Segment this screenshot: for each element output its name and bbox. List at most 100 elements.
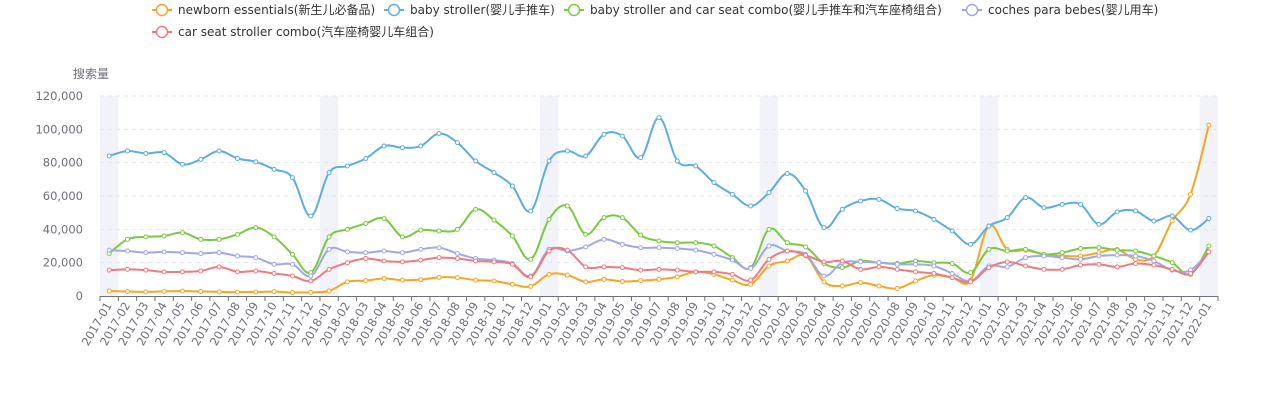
data-point[interactable] xyxy=(766,256,772,262)
data-point[interactable] xyxy=(363,278,369,284)
data-point[interactable] xyxy=(161,233,167,239)
data-point[interactable] xyxy=(253,289,259,295)
data-point[interactable] xyxy=(729,271,735,277)
data-point[interactable] xyxy=(1078,262,1084,268)
data-point[interactable] xyxy=(253,255,259,261)
data-point[interactable] xyxy=(161,288,167,294)
data-point[interactable] xyxy=(326,170,332,176)
data-point[interactable] xyxy=(1004,248,1010,254)
legend-item-newborn-essentials[interactable]: newborn essentials(新生儿必备品) xyxy=(152,2,375,17)
data-point[interactable] xyxy=(583,264,589,270)
data-point[interactable] xyxy=(289,175,295,181)
data-point[interactable] xyxy=(399,234,405,240)
data-point[interactable] xyxy=(784,240,790,246)
data-point[interactable] xyxy=(253,159,259,165)
data-point[interactable] xyxy=(656,115,662,121)
data-point[interactable] xyxy=(858,259,864,265)
data-point[interactable] xyxy=(1004,264,1010,270)
data-point[interactable] xyxy=(509,233,515,239)
data-point[interactable] xyxy=(234,156,240,161)
data-point[interactable] xyxy=(528,274,534,280)
data-point[interactable] xyxy=(949,261,955,266)
data-point[interactable] xyxy=(894,266,900,272)
data-point[interactable] xyxy=(638,245,644,251)
data-point[interactable] xyxy=(748,281,754,287)
data-point[interactable] xyxy=(583,244,589,250)
data-point[interactable] xyxy=(436,228,442,234)
data-point[interactable] xyxy=(418,257,424,263)
data-point[interactable] xyxy=(216,250,222,256)
data-point[interactable] xyxy=(619,133,625,139)
data-point[interactable] xyxy=(179,269,185,275)
data-point[interactable] xyxy=(363,156,369,161)
data-point[interactable] xyxy=(198,268,204,274)
data-point[interactable] xyxy=(803,188,809,194)
data-point[interactable] xyxy=(1096,253,1102,259)
data-point[interactable] xyxy=(821,273,827,279)
legend-item-baby-stroller-and-car-seat-combo[interactable]: baby stroller and car seat combo(婴儿手推车和汽… xyxy=(564,2,942,17)
data-point[interactable] xyxy=(931,216,937,222)
data-point[interactable] xyxy=(968,279,974,285)
data-point[interactable] xyxy=(418,277,424,283)
data-point[interactable] xyxy=(179,161,185,167)
data-point[interactable] xyxy=(454,256,460,261)
data-point[interactable] xyxy=(986,265,992,271)
data-point[interactable] xyxy=(399,259,405,265)
data-point[interactable] xyxy=(1114,252,1120,258)
data-point[interactable] xyxy=(436,245,442,251)
data-point[interactable] xyxy=(619,241,625,247)
data-point[interactable] xyxy=(271,289,277,295)
data-point[interactable] xyxy=(491,259,497,265)
data-point[interactable] xyxy=(1206,216,1212,221)
data-point[interactable] xyxy=(363,250,369,256)
data-point[interactable] xyxy=(381,258,387,264)
data-point[interactable] xyxy=(619,215,625,221)
legend-item-baby-stroller[interactable]: baby stroller(婴儿手推车) xyxy=(384,2,555,17)
data-point[interactable] xyxy=(1133,248,1139,254)
data-point[interactable] xyxy=(619,265,625,271)
data-point[interactable] xyxy=(583,153,589,159)
data-point[interactable] xyxy=(546,216,552,222)
data-point[interactable] xyxy=(326,266,332,272)
data-point[interactable] xyxy=(876,260,882,266)
data-point[interactable] xyxy=(693,163,699,169)
data-point[interactable] xyxy=(968,241,974,247)
data-point[interactable] xyxy=(308,289,314,295)
data-point[interactable] xyxy=(234,231,240,237)
data-point[interactable] xyxy=(1078,256,1084,262)
data-point[interactable] xyxy=(124,236,130,242)
data-point[interactable] xyxy=(729,191,735,197)
data-point[interactable] xyxy=(784,248,790,254)
data-point[interactable] xyxy=(1023,246,1029,252)
data-point[interactable] xyxy=(729,257,735,263)
data-point[interactable] xyxy=(858,266,864,272)
data-point[interactable] xyxy=(491,170,497,176)
data-point[interactable] xyxy=(1004,215,1010,221)
data-point[interactable] xyxy=(1169,260,1175,266)
data-point[interactable] xyxy=(1169,218,1175,224)
data-point[interactable] xyxy=(839,265,845,271)
data-point[interactable] xyxy=(418,143,424,149)
data-point[interactable] xyxy=(986,223,992,229)
data-point[interactable] xyxy=(106,288,112,294)
data-point[interactable] xyxy=(784,171,790,176)
data-point[interactable] xyxy=(289,290,295,295)
data-point[interactable] xyxy=(399,277,405,283)
data-point[interactable] xyxy=(894,286,900,291)
data-point[interactable] xyxy=(491,278,497,284)
data-point[interactable] xyxy=(1169,266,1175,272)
data-point[interactable] xyxy=(693,247,699,253)
data-point[interactable] xyxy=(381,276,387,281)
data-point[interactable] xyxy=(216,289,222,295)
data-point[interactable] xyxy=(949,275,955,281)
data-point[interactable] xyxy=(161,249,167,255)
data-point[interactable] xyxy=(766,190,772,196)
data-point[interactable] xyxy=(674,158,680,164)
data-point[interactable] xyxy=(693,269,699,275)
data-point[interactable] xyxy=(931,263,937,269)
data-point[interactable] xyxy=(253,268,259,274)
data-point[interactable] xyxy=(748,277,754,283)
data-point[interactable] xyxy=(124,248,130,254)
data-point[interactable] xyxy=(821,259,827,265)
data-point[interactable] xyxy=(656,266,662,272)
